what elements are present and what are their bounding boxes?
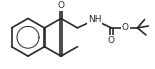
- Text: O: O: [108, 36, 115, 45]
- Text: O: O: [58, 1, 64, 10]
- Text: NH: NH: [88, 15, 101, 24]
- Text: O: O: [122, 23, 129, 32]
